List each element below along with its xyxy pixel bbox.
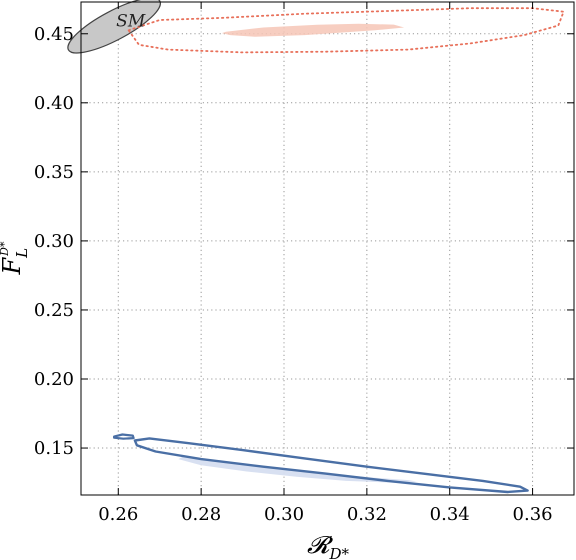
contour-region xyxy=(133,437,529,494)
contour-region xyxy=(112,433,135,440)
contour-region xyxy=(127,7,565,54)
x-tick-label: 0.32 xyxy=(347,504,387,525)
ticks: 0.26 0.28 0.30 0.32 0.34 0.36 0.15 0.20 0.25 0.30… xyxy=(34,2,574,525)
y-tick-label: 0.45 xyxy=(34,24,74,45)
sm-region xyxy=(67,0,161,54)
y-axis-label-main: F xyxy=(0,256,26,275)
y-tick-label: 0.35 xyxy=(34,162,74,183)
x-tick-label: 0.26 xyxy=(98,504,138,525)
x-tick-label: 0.34 xyxy=(430,504,470,525)
y-tick-label: 0.20 xyxy=(34,369,74,390)
y-axis-label-superscript: D* xyxy=(0,241,11,257)
contour-regions xyxy=(67,0,565,494)
x-axis-label-subscript: D* xyxy=(328,545,349,560)
x-tick-label: 0.30 xyxy=(264,504,304,525)
x-tick-label: 0.36 xyxy=(513,504,553,525)
y-tick-label: 0.25 xyxy=(34,300,74,321)
grid xyxy=(81,2,574,495)
y-tick-label: 0.15 xyxy=(34,438,74,459)
annotations: SM xyxy=(116,12,146,32)
y-axis-label-subscript: L xyxy=(13,248,31,259)
y-tick-label: 0.40 xyxy=(34,93,74,114)
x-axis-label: 𝓡D* xyxy=(307,531,349,560)
x-tick-label: 0.28 xyxy=(181,504,221,525)
y-tick-label: 0.30 xyxy=(34,231,74,252)
plot-frame xyxy=(80,1,575,496)
sm-label: SM xyxy=(116,12,146,32)
y-axis-label: FLD* xyxy=(0,241,31,275)
contour-region xyxy=(221,23,405,37)
